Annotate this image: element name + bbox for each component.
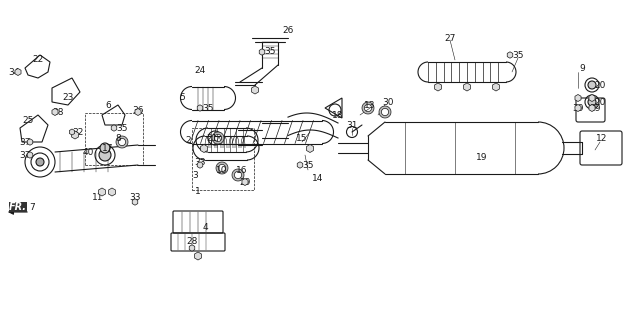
Polygon shape bbox=[259, 49, 265, 55]
Polygon shape bbox=[27, 139, 32, 145]
Text: 21: 21 bbox=[206, 133, 218, 142]
Polygon shape bbox=[71, 131, 78, 139]
Polygon shape bbox=[252, 86, 259, 94]
Text: 8: 8 bbox=[115, 133, 121, 142]
Text: 26: 26 bbox=[282, 26, 294, 35]
Polygon shape bbox=[507, 52, 513, 58]
Polygon shape bbox=[201, 145, 208, 153]
Text: 36: 36 bbox=[132, 106, 144, 115]
Text: 7: 7 bbox=[29, 204, 35, 212]
Text: 30: 30 bbox=[382, 98, 394, 107]
Text: 4: 4 bbox=[202, 223, 208, 233]
Text: 13: 13 bbox=[364, 100, 376, 109]
Text: 19: 19 bbox=[476, 154, 488, 163]
Text: 31: 31 bbox=[347, 121, 358, 130]
Text: 32: 32 bbox=[73, 127, 83, 137]
Text: 10: 10 bbox=[216, 165, 228, 174]
Text: 35: 35 bbox=[302, 161, 314, 170]
Text: 6: 6 bbox=[105, 100, 111, 109]
Text: 35: 35 bbox=[512, 51, 524, 60]
Polygon shape bbox=[197, 105, 203, 111]
Text: 18: 18 bbox=[333, 110, 344, 119]
Polygon shape bbox=[464, 83, 471, 91]
Polygon shape bbox=[111, 125, 117, 131]
Polygon shape bbox=[589, 94, 595, 101]
Text: 25: 25 bbox=[22, 116, 34, 124]
Circle shape bbox=[588, 98, 596, 106]
Text: 15: 15 bbox=[296, 133, 308, 142]
Text: 28: 28 bbox=[186, 237, 197, 246]
Text: 34: 34 bbox=[8, 68, 20, 76]
Text: 2: 2 bbox=[185, 135, 191, 145]
Text: 35: 35 bbox=[264, 47, 276, 57]
Polygon shape bbox=[306, 145, 313, 153]
Polygon shape bbox=[15, 68, 21, 76]
Text: 37: 37 bbox=[19, 138, 31, 147]
Text: 20: 20 bbox=[594, 98, 606, 107]
Polygon shape bbox=[434, 83, 441, 91]
Polygon shape bbox=[52, 108, 58, 116]
Polygon shape bbox=[492, 83, 499, 91]
Text: 24: 24 bbox=[194, 66, 206, 75]
Polygon shape bbox=[69, 129, 75, 135]
Text: 39: 39 bbox=[589, 103, 601, 113]
Wedge shape bbox=[362, 102, 374, 114]
Text: 3: 3 bbox=[192, 171, 198, 180]
Text: 11: 11 bbox=[92, 194, 104, 203]
Text: 17: 17 bbox=[103, 143, 114, 153]
Wedge shape bbox=[232, 169, 244, 181]
Polygon shape bbox=[575, 94, 581, 101]
Text: 33: 33 bbox=[129, 194, 141, 203]
Text: 1: 1 bbox=[195, 188, 201, 196]
Wedge shape bbox=[379, 106, 391, 118]
Polygon shape bbox=[108, 188, 115, 196]
Polygon shape bbox=[189, 245, 195, 251]
Text: 16: 16 bbox=[236, 165, 248, 174]
Text: 39: 39 bbox=[572, 103, 583, 113]
Text: 14: 14 bbox=[312, 173, 324, 182]
Polygon shape bbox=[197, 162, 203, 168]
Text: 12: 12 bbox=[596, 133, 608, 142]
Polygon shape bbox=[242, 179, 248, 186]
Text: 37: 37 bbox=[19, 150, 31, 159]
Circle shape bbox=[99, 149, 111, 161]
Text: 35: 35 bbox=[116, 124, 128, 132]
Polygon shape bbox=[135, 108, 141, 116]
Polygon shape bbox=[99, 188, 106, 196]
Polygon shape bbox=[575, 105, 581, 111]
Text: 20: 20 bbox=[594, 81, 606, 90]
Polygon shape bbox=[297, 162, 303, 168]
Text: FR.: FR. bbox=[9, 202, 27, 212]
Wedge shape bbox=[212, 132, 224, 144]
Polygon shape bbox=[194, 252, 201, 260]
Text: 23: 23 bbox=[62, 93, 74, 102]
Text: 9: 9 bbox=[579, 63, 585, 73]
Text: 29: 29 bbox=[240, 178, 251, 187]
Text: 35: 35 bbox=[203, 103, 214, 113]
Circle shape bbox=[100, 143, 110, 153]
Text: 22: 22 bbox=[32, 55, 43, 65]
Text: 33: 33 bbox=[194, 157, 206, 166]
Circle shape bbox=[588, 81, 596, 89]
Wedge shape bbox=[216, 162, 228, 174]
Polygon shape bbox=[27, 152, 32, 158]
Text: 38: 38 bbox=[52, 108, 64, 116]
Circle shape bbox=[36, 158, 44, 166]
Text: 5: 5 bbox=[179, 93, 185, 102]
Wedge shape bbox=[116, 136, 128, 148]
Text: 40: 40 bbox=[82, 148, 94, 156]
Polygon shape bbox=[589, 105, 595, 111]
Polygon shape bbox=[132, 199, 138, 205]
Text: 27: 27 bbox=[445, 34, 455, 43]
